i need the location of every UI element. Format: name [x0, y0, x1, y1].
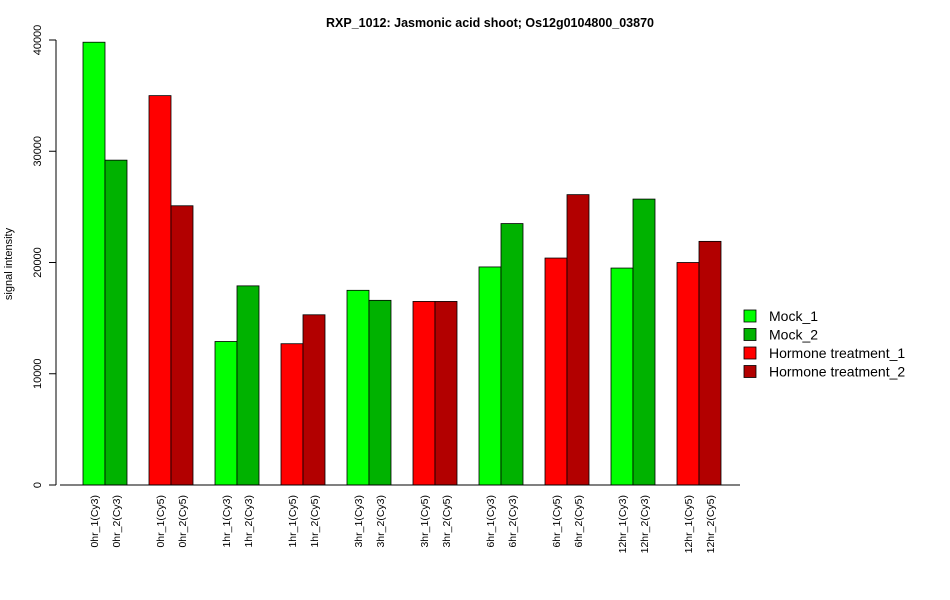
- x-tick-label: 0hr_1(Cy5): [155, 495, 167, 548]
- x-tick-labels: 0hr_1(Cy3) 0hr_2(Cy3) 0hr_1(Cy5) 0hr_2(Cy5)…: [89, 495, 717, 553]
- bars: [82, 41, 722, 486]
- legend: Mock_1 Mock_2 Hormone treatment_1 Hormone t…: [743, 308, 905, 380]
- legend-label: Hormone treatment_2: [769, 364, 905, 380]
- x-tick-label: 1hr_2(Cy5): [309, 495, 321, 548]
- bar: [104, 159, 128, 486]
- x-tick-label: 12hr_1(Cy3): [617, 495, 629, 553]
- y-tick-label: 10000: [32, 358, 44, 389]
- x-tick-label: 3hr_1(Cy3): [353, 495, 365, 548]
- bar: [500, 223, 524, 486]
- bar: [302, 314, 326, 486]
- legend-swatch: [743, 346, 757, 360]
- chart-title: RXP_1012: Jasmonic acid shoot; Os12g0104…: [326, 16, 654, 30]
- bar: [346, 289, 370, 486]
- x-tick-label: 12hr_2(Cy3): [639, 495, 651, 553]
- bar: [610, 267, 634, 486]
- x-tick-label: 6hr_1(Cy5): [551, 495, 563, 548]
- bar: [82, 41, 106, 486]
- x-tick-label: 6hr_1(Cy3): [485, 495, 497, 548]
- bar: [170, 205, 194, 486]
- x-tick-label: 0hr_1(Cy3): [89, 495, 101, 548]
- y-tick-label: 40000: [32, 25, 44, 56]
- bar: [632, 198, 656, 486]
- x-tick-label: 1hr_2(Cy3): [243, 495, 255, 548]
- bar: [478, 266, 502, 486]
- y-axis: 0 10000 20000 30000 40000: [32, 25, 57, 488]
- x-tick-label: 0hr_2(Cy3): [111, 495, 123, 548]
- bar: [698, 240, 722, 486]
- legend-label: Hormone treatment_1: [769, 345, 905, 361]
- legend-swatch: [743, 365, 757, 378]
- x-tick-label: 3hr_2(Cy5): [441, 495, 453, 548]
- bar: [544, 257, 568, 486]
- bar: [280, 343, 304, 486]
- legend-label: Mock_1: [769, 308, 818, 324]
- x-tick-label: 12hr_1(Cy5): [683, 495, 695, 553]
- x-tick-label: 1hr_1(Cy5): [287, 495, 299, 548]
- bar: [434, 301, 458, 486]
- x-tick-label: 6hr_2(Cy3): [507, 495, 519, 548]
- y-tick-label: 30000: [32, 136, 44, 167]
- bar: [676, 262, 700, 486]
- x-tick-label: 3hr_2(Cy3): [375, 495, 387, 548]
- x-tick-label: 3hr_1(Cy5): [419, 495, 431, 548]
- y-tick-label: 0: [32, 482, 44, 488]
- bar: [148, 95, 172, 486]
- x-tick-label: 1hr_1(Cy3): [221, 495, 233, 548]
- legend-swatch: [743, 328, 757, 341]
- bar: [566, 194, 590, 486]
- legend-label: Mock_2: [769, 327, 818, 343]
- legend-swatch: [743, 309, 757, 323]
- bar: [368, 299, 392, 486]
- y-tick-label: 20000: [32, 247, 44, 278]
- x-tick-label: 12hr_2(Cy5): [705, 495, 717, 553]
- bar: [412, 301, 436, 486]
- y-axis-label: signal intensity: [3, 227, 15, 300]
- bar: [236, 285, 260, 486]
- x-tick-label: 0hr_2(Cy5): [177, 495, 189, 548]
- x-tick-label: 6hr_2(Cy5): [573, 495, 585, 548]
- bar: [214, 341, 238, 486]
